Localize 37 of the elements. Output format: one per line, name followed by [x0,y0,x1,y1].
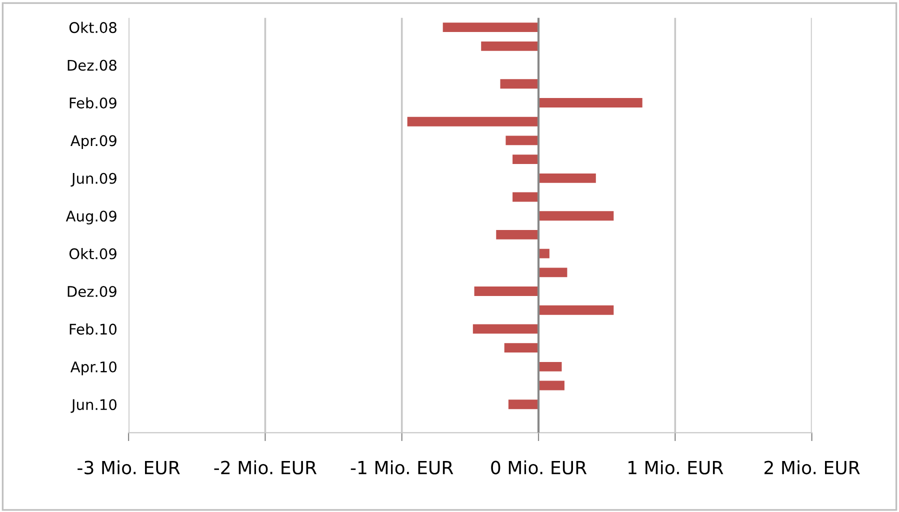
bar [538,380,564,390]
bar [538,248,550,258]
x-tick-label: 0 Mio. EUR [491,460,587,474]
bar [538,305,614,315]
bar [472,324,538,334]
bar [481,41,538,51]
bar [500,79,538,89]
y-tick-label: Dez.09 [68,286,116,298]
x-tick-label: -3 Mio. EUR [78,460,180,474]
x-tick-label: -1 Mio. EUR [350,460,454,474]
bar [506,136,538,146]
y-tick-label: Okt.08 [69,22,116,34]
bar [538,362,562,372]
bar [508,400,538,410]
bar [538,173,596,183]
y-tick-label: Dez.08 [68,60,116,71]
y-tick-label: Feb.10 [70,323,116,335]
y-tick-label: Feb.09 [70,97,116,108]
x-tick-label: 2 Mio. EUR [764,460,860,474]
bar [442,22,538,32]
bar [474,286,538,296]
bar [512,192,538,202]
bar [512,154,538,164]
x-tick-label: -2 Mio. EUR [214,460,317,474]
y-tick-label: Jun.09 [70,172,116,187]
y-tick-label: Jun.10 [70,399,116,413]
y-tick-label: Apr.09 [70,135,116,150]
bar [496,230,538,240]
x-tick-label: 1 Mio. EUR [628,460,724,474]
bar [538,268,568,278]
bar [538,98,642,108]
bar [504,343,538,353]
y-tick-label: Aug.09 [66,210,116,224]
bar [538,211,614,221]
y-tick-label: Okt.09 [69,248,116,260]
bar [407,116,538,126]
y-tick-label: Apr.10 [70,361,116,376]
